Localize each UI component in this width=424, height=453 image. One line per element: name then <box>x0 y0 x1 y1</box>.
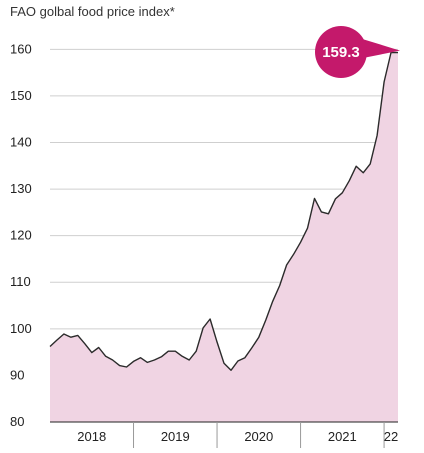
y-tick-label: 90 <box>10 367 24 382</box>
chart-series <box>49 51 398 422</box>
y-tick-label: 110 <box>10 274 31 289</box>
y-tick-label: 150 <box>10 88 32 103</box>
x-tick-label: 2019 <box>161 429 190 444</box>
x-axis-labels: 2018 2019 2020 2021 22 <box>77 429 398 444</box>
series-line <box>49 51 398 371</box>
x-tick-label: 2020 <box>244 429 273 444</box>
callout-value: 159.3 <box>322 44 360 61</box>
callout-bubble <box>315 26 367 78</box>
y-tick-label: 120 <box>10 228 32 243</box>
chart-title: FAO golbal food price index* <box>10 4 175 19</box>
x-tick-label: 2018 <box>77 429 106 444</box>
x-axis <box>50 421 398 448</box>
y-tick-label: 160 <box>10 41 32 56</box>
y-tick-label: 130 <box>10 181 32 196</box>
y-tick-label: 100 <box>10 321 32 336</box>
y-tick-label: 140 <box>10 134 32 149</box>
y-axis-ticks: 80 90 100 110 120 130 140 150 160 <box>10 41 32 429</box>
callout-pointer <box>359 38 400 58</box>
value-callout: 159.3 <box>315 26 400 78</box>
x-tick-label: 2021 <box>328 429 357 444</box>
y-tick-label: 80 <box>10 414 24 429</box>
area-fill <box>50 52 398 422</box>
x-tick-label: 22 <box>384 429 398 444</box>
